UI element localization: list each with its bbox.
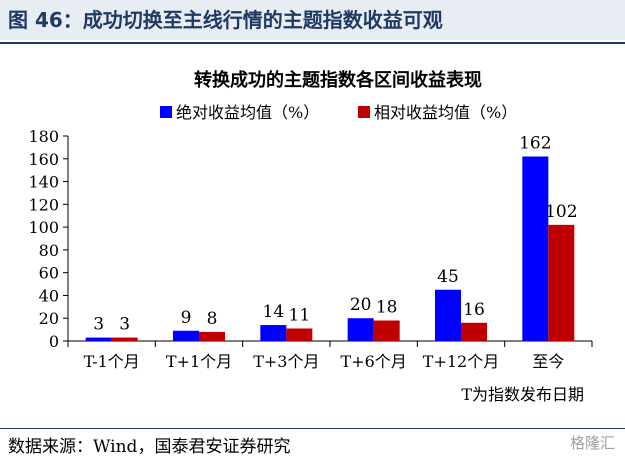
figure-title: 图 46：成功切换至主线行情的主题指数收益可观 (0, 0, 625, 40)
bar-series-2 (461, 322, 487, 341)
y-tick-label: 0 (49, 332, 59, 351)
data-label: 11 (289, 305, 311, 325)
legend: 绝对收益均值（%） 相对收益均值（%） (160, 103, 517, 122)
data-label: 3 (119, 315, 130, 335)
bar-series-2 (548, 224, 575, 341)
bar-series-1 (173, 330, 199, 341)
x-tick-label: T+3个月 (253, 352, 319, 371)
y-tick-label: 60 (39, 264, 59, 283)
data-label: 45 (437, 267, 459, 287)
legend-swatch (358, 106, 370, 118)
y-tick-label: 100 (28, 218, 59, 237)
legend-swatch (160, 106, 172, 118)
x-tick-label: 至今 (532, 352, 564, 371)
y-tick-label: 20 (39, 309, 59, 328)
x-axis-label: T为指数发布日期 (461, 385, 584, 404)
axes: 0 20 40 60 80 100 120 140 160 180 T-1个月 T+1个月 T+3个月 T… (28, 127, 593, 371)
bar-series-2 (199, 331, 225, 341)
data-label: 18 (376, 298, 398, 318)
bar-series-2 (373, 320, 400, 341)
legend-label: 相对收益均值（%） (374, 103, 517, 122)
source-divider (0, 428, 625, 429)
y-tick-label: 140 (28, 173, 59, 192)
bar-series-1 (347, 318, 374, 341)
chart-title: 转换成功的主题指数各区间收益表现 (194, 69, 482, 91)
x-tick-label: T-1个月 (84, 352, 140, 371)
bar-series-1 (85, 337, 112, 341)
y-tick-label: 80 (39, 241, 59, 260)
bar-series-1 (435, 289, 461, 341)
bar-series-2 (111, 337, 138, 341)
watermark-logo: 格隆汇 (569, 434, 615, 452)
data-label: 102 (545, 202, 577, 222)
data-label: 8 (207, 309, 218, 329)
source-note: 数据来源：Wind，国泰君安证券研究 (8, 437, 291, 457)
bar-series-2 (286, 328, 313, 341)
bar-series-1 (260, 325, 287, 341)
data-label: 162 (519, 134, 551, 154)
data-label: 14 (263, 302, 285, 322)
y-tick-label: 160 (28, 150, 59, 169)
x-tick-label: T+12个月 (423, 352, 499, 371)
bars (85, 156, 575, 341)
bar-series-1 (522, 156, 549, 341)
data-labels: 3 9 14 20 45 162 3 8 11 18 16 102 (93, 134, 577, 335)
y-tick-label: 120 (28, 195, 59, 214)
bar-chart: 转换成功的主题指数各区间收益表现 绝对收益均值（%） 相对收益均值（%） 0 20 4… (28, 69, 593, 404)
title-divider (0, 42, 625, 44)
data-label: 20 (350, 295, 372, 315)
x-tick-label: T+6个月 (341, 352, 407, 371)
y-tick-label: 40 (39, 286, 59, 305)
data-label: 3 (93, 315, 104, 335)
legend-label: 绝对收益均值（%） (176, 103, 319, 122)
data-label: 16 (463, 300, 485, 320)
data-label: 9 (181, 308, 192, 328)
x-tick-label: T+1个月 (166, 352, 232, 371)
y-tick-label: 180 (28, 127, 59, 146)
